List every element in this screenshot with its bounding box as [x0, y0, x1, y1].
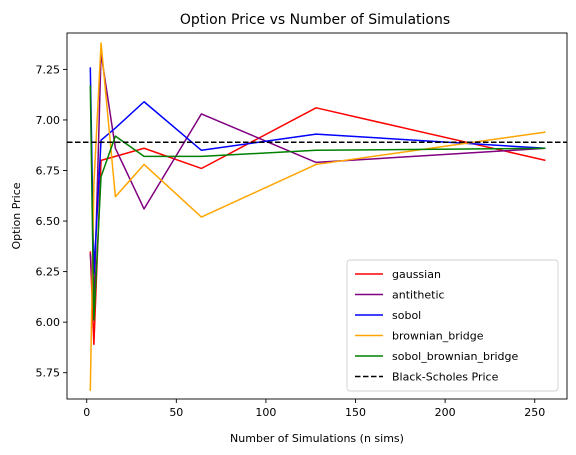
y-axis-label: Option Price [10, 182, 23, 249]
x-tick-label: 50 [169, 406, 183, 419]
x-tick-label: 100 [255, 406, 276, 419]
legend: gaussian antithetic sobol brownian_bridgeso… [346, 259, 559, 392]
y-tick-label: 7.00 [36, 114, 61, 127]
legend-label: brownian_bridge [392, 330, 484, 343]
series-line-gaussian [89, 107, 546, 346]
y-tick-label: 6.00 [36, 316, 61, 329]
series-line-brownian-bridge [89, 42, 546, 391]
series-line-sobol-brownian-bridge [89, 85, 546, 321]
x-tick-label: 200 [435, 406, 456, 419]
legend-label: sobol_brownian_bridge [392, 350, 518, 363]
y-tick-label: 5.75 [36, 367, 61, 380]
x-tick-label: 0 [83, 406, 90, 419]
x-axis: 0 50 100 150 200 250 [83, 399, 545, 419]
legend-label: sobol [392, 309, 421, 322]
y-tick-label: 7.25 [36, 63, 61, 76]
legend-box [346, 259, 559, 392]
legend-label: gaussian [392, 268, 441, 281]
x-axis-label: Number of Simulations (n sims) [230, 432, 404, 445]
x-tick-label: 250 [524, 406, 545, 419]
plot-area-frame [66, 32, 568, 400]
x-tick-label: 150 [345, 406, 366, 419]
y-tick-label: 6.25 [36, 266, 61, 279]
series-line-antithetic [89, 52, 546, 311]
legend-label: Black-Scholes Price [392, 371, 499, 384]
y-tick-label: 6.50 [36, 215, 61, 228]
y-axis: 5.75 6.00 6.25 6.50 6.75 7.00 7.25 [36, 63, 67, 380]
chart-title: Option Price vs Number of Simulations [180, 12, 450, 28]
legend-label: antithetic [392, 289, 445, 302]
series-line-sobol [89, 67, 546, 275]
y-tick-label: 6.75 [36, 165, 61, 178]
